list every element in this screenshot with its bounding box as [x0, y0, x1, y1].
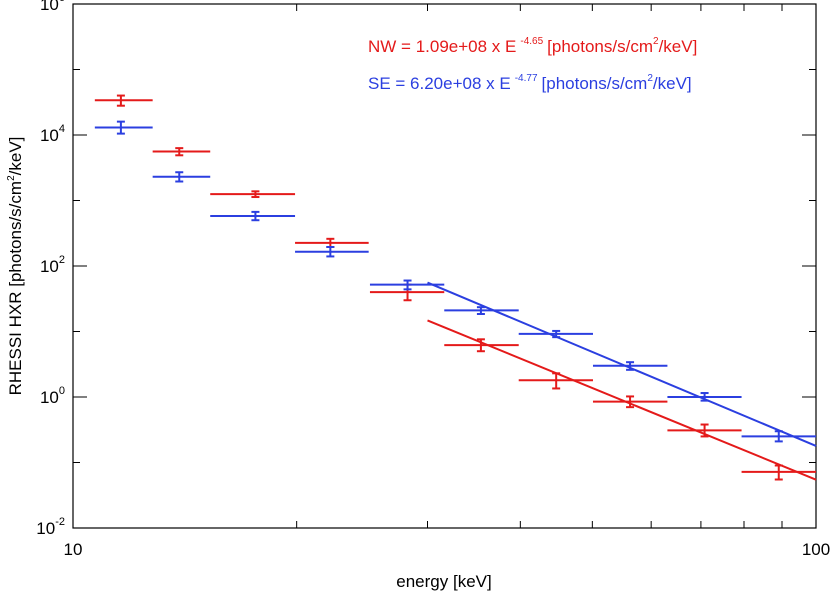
y-tick-label: 104 [40, 123, 65, 145]
y-tick-label: 106 [40, 0, 65, 14]
x-tick-label: 10 [64, 540, 83, 559]
x-axis-label: energy [keV] [396, 572, 491, 591]
annotation-layer: NW = 1.09e+08 x E -4.65 [photons/s/cm2/keV… [368, 36, 697, 93]
y-tick-label: 100 [40, 385, 65, 407]
fit-line-se [427, 281, 817, 447]
x-tick-label: 100 [802, 540, 830, 559]
y-tick-label: 10-2 [36, 516, 65, 538]
y-axis-label: RHESSI HXR [photons/s/cm2/keV] [6, 137, 25, 396]
data-layer [94, 94, 817, 481]
fit-line-nw [427, 319, 817, 481]
y-tick-label: 102 [40, 254, 65, 276]
annotation-nw: NW = 1.09e+08 x E -4.65 [photons/s/cm2/keV… [368, 36, 697, 56]
ticks-layer: 10 100 10-2 100 102 104 106 [36, 0, 830, 559]
series-se [94, 120, 817, 447]
series-nw [94, 94, 817, 481]
annotation-se: SE = 6.20e+08 x E -4.77 [photons/s/cm2/keV… [368, 73, 692, 93]
